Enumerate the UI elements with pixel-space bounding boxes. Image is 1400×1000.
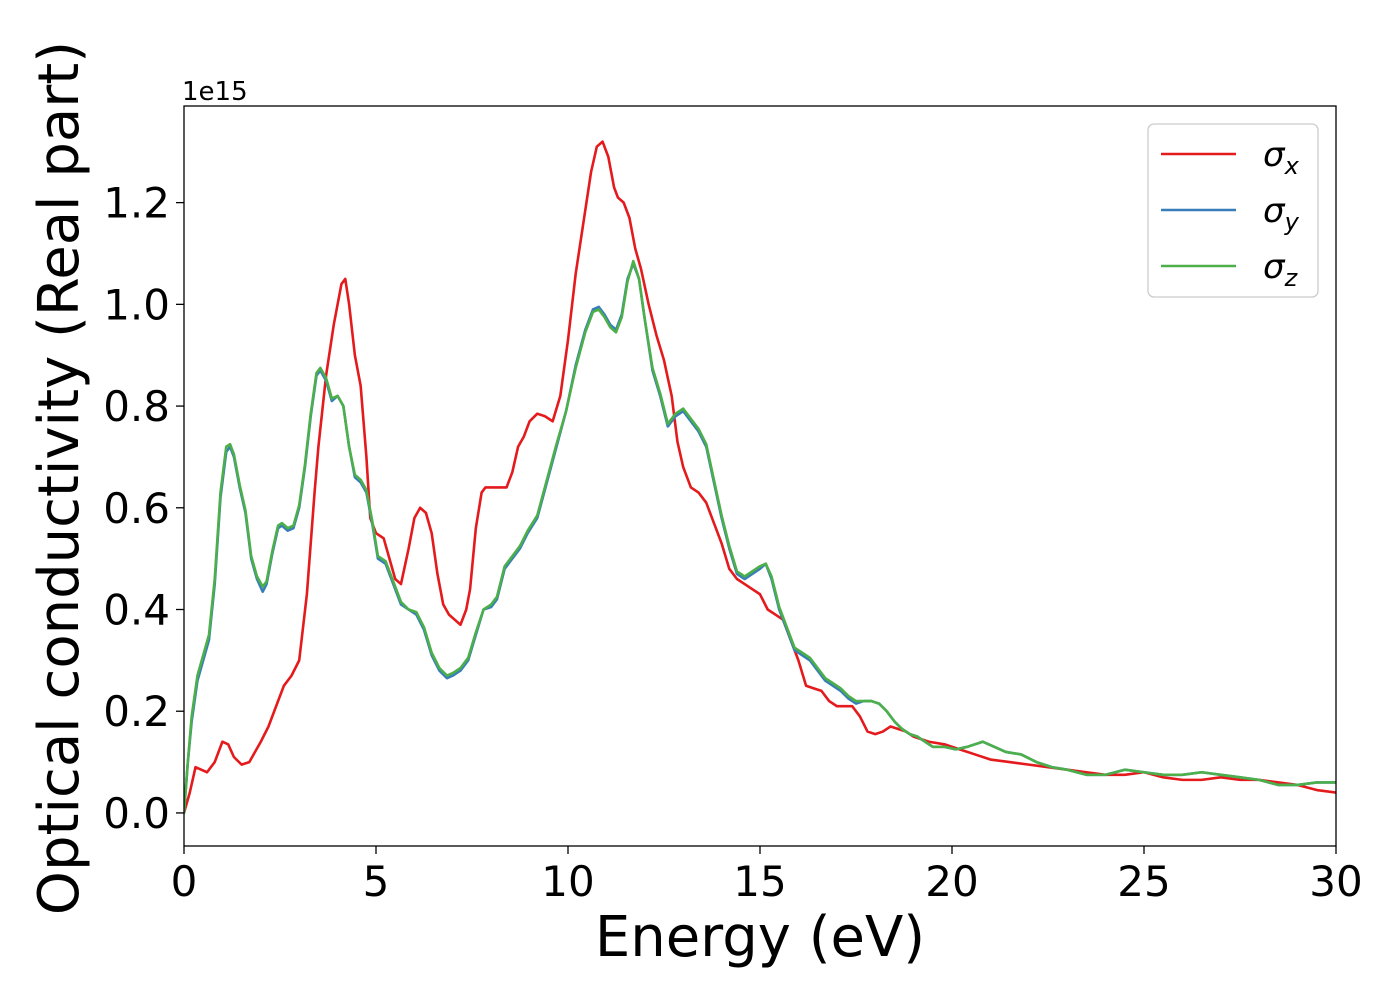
series-line-z	[184, 259, 1336, 815]
x-tick-label: 30	[1309, 857, 1362, 906]
legend-label-y: σy	[1263, 191, 1300, 236]
series-line-y	[184, 262, 1336, 815]
x-tick-label: 15	[733, 857, 786, 906]
legend: σx σy σz	[1147, 123, 1319, 298]
legend-label-z: σz	[1263, 247, 1299, 292]
y-tick-label: 1.2	[103, 179, 170, 228]
x-tick-label: 10	[541, 857, 594, 906]
y-tick-label: 0.0	[103, 789, 170, 838]
legend-label-x: σx	[1263, 135, 1300, 180]
x-tick-label: 25	[1117, 857, 1170, 906]
y-tick-label: 0.8	[103, 382, 170, 431]
y-axis-label: Optical conductivity (Real part)	[27, 41, 92, 915]
y-offset-label: 1e15	[182, 77, 248, 107]
x-axis-label: Energy (eV)	[595, 905, 925, 970]
x-tick-label: 20	[925, 857, 978, 906]
y-tick-label: 1.0	[103, 280, 170, 329]
y-tick-label: 0.6	[103, 484, 170, 533]
y-tick-label: 0.4	[103, 586, 170, 635]
y-axis-ticks: 0.0 0.2 0.4 0.6 0.8 1.0 1.2	[103, 179, 184, 838]
x-tick-label: 0	[171, 857, 198, 906]
series-layer	[184, 140, 1336, 815]
y-tick-label: 0.2	[103, 687, 170, 736]
x-tick-label: 5	[363, 857, 390, 906]
x-axis-ticks: 0 5 10 15 20 25 30	[171, 846, 1363, 906]
series-line-x	[184, 140, 1336, 815]
